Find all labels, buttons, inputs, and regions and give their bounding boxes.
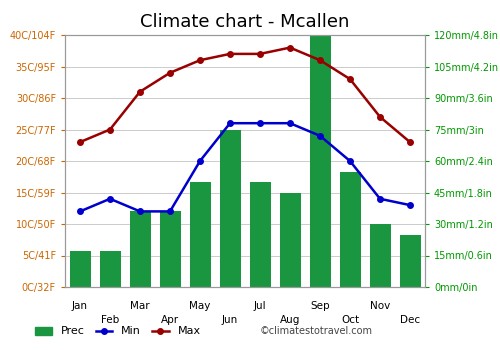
- Bar: [400, 234, 420, 287]
- Min: [227, 121, 233, 125]
- Min: [77, 209, 83, 214]
- Text: Dec: Dec: [400, 315, 420, 325]
- Bar: [220, 130, 240, 287]
- Text: Nov: Nov: [370, 301, 390, 311]
- Max: [407, 140, 413, 144]
- Min: [287, 121, 293, 125]
- Min: [197, 159, 203, 163]
- Min: [377, 197, 383, 201]
- Bar: [70, 251, 90, 287]
- Legend: Prec, Min, Max: Prec, Min, Max: [30, 322, 205, 341]
- Max: [107, 127, 113, 132]
- Max: [77, 140, 83, 144]
- Bar: [280, 193, 300, 287]
- Text: Jan: Jan: [72, 301, 88, 311]
- Max: [167, 71, 173, 75]
- Max: [287, 46, 293, 50]
- Line: Max: Max: [77, 45, 413, 145]
- Bar: [250, 182, 270, 287]
- Max: [227, 52, 233, 56]
- Bar: [310, 35, 330, 287]
- Min: [407, 203, 413, 207]
- Bar: [370, 224, 390, 287]
- Bar: [340, 172, 360, 287]
- Text: ©climatestotravel.com: ©climatestotravel.com: [260, 326, 373, 336]
- Title: Climate chart - Mcallen: Climate chart - Mcallen: [140, 13, 350, 31]
- Text: Apr: Apr: [161, 315, 179, 325]
- Max: [197, 58, 203, 62]
- Text: Mar: Mar: [130, 301, 150, 311]
- Text: Sep: Sep: [310, 301, 330, 311]
- Max: [137, 90, 143, 94]
- Min: [167, 209, 173, 214]
- Min: [347, 159, 353, 163]
- Bar: [190, 182, 210, 287]
- Bar: [130, 211, 150, 287]
- Min: [137, 209, 143, 214]
- Text: Aug: Aug: [280, 315, 300, 325]
- Max: [377, 115, 383, 119]
- Bar: [100, 251, 120, 287]
- Text: May: May: [190, 301, 210, 311]
- Bar: [160, 211, 180, 287]
- Text: Feb: Feb: [101, 315, 119, 325]
- Min: [107, 197, 113, 201]
- Min: [257, 121, 263, 125]
- Max: [257, 52, 263, 56]
- Min: [317, 134, 323, 138]
- Max: [347, 77, 353, 81]
- Text: Jun: Jun: [222, 315, 238, 325]
- Text: Jul: Jul: [254, 301, 266, 311]
- Max: [317, 58, 323, 62]
- Text: Oct: Oct: [341, 315, 359, 325]
- Line: Min: Min: [77, 120, 413, 214]
